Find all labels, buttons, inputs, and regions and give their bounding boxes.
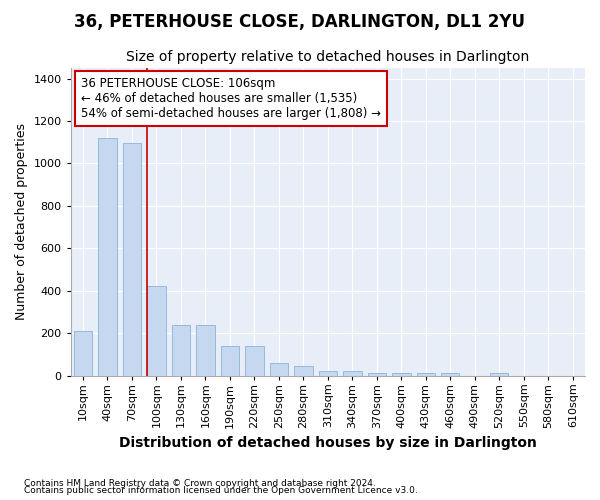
X-axis label: Distribution of detached houses by size in Darlington: Distribution of detached houses by size … [119, 436, 537, 450]
Bar [319, 372, 337, 376]
Bar [74, 331, 92, 376]
Bar [221, 346, 239, 376]
Bar [269, 363, 288, 376]
Bar [490, 372, 508, 376]
Bar [245, 346, 263, 376]
Bar [196, 325, 215, 376]
Text: Contains public sector information licensed under the Open Government Licence v3: Contains public sector information licen… [24, 486, 418, 495]
Bar [441, 372, 460, 376]
Text: 36, PETERHOUSE CLOSE, DARLINGTON, DL1 2YU: 36, PETERHOUSE CLOSE, DARLINGTON, DL1 2Y… [74, 12, 526, 30]
Bar [368, 372, 386, 376]
Bar [294, 366, 313, 376]
Title: Size of property relative to detached houses in Darlington: Size of property relative to detached ho… [126, 50, 529, 64]
Bar [392, 372, 410, 376]
Bar [343, 372, 362, 376]
Bar [123, 144, 141, 376]
Y-axis label: Number of detached properties: Number of detached properties [15, 124, 28, 320]
Bar [147, 286, 166, 376]
Bar [172, 325, 190, 376]
Text: 36 PETERHOUSE CLOSE: 106sqm
← 46% of detached houses are smaller (1,535)
54% of : 36 PETERHOUSE CLOSE: 106sqm ← 46% of det… [81, 77, 381, 120]
Text: Contains HM Land Registry data © Crown copyright and database right 2024.: Contains HM Land Registry data © Crown c… [24, 478, 376, 488]
Bar [98, 138, 116, 376]
Bar [416, 372, 435, 376]
